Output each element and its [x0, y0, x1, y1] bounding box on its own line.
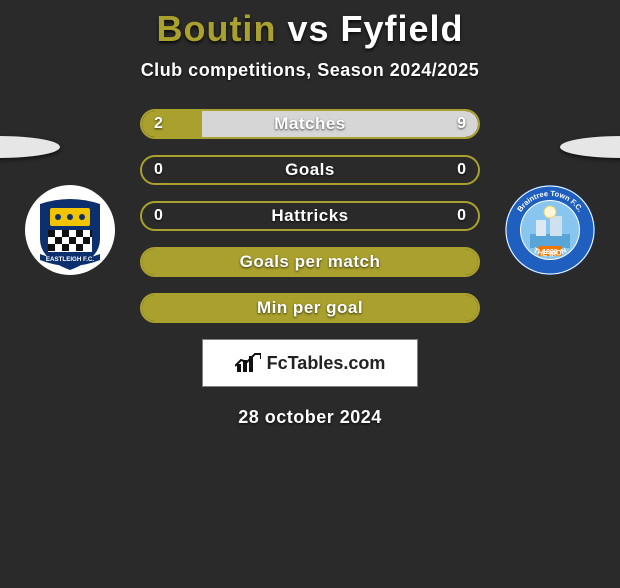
brand-chart-icon	[235, 352, 261, 374]
stat-row: Min per goal	[140, 293, 480, 323]
date-label: 28 october 2024	[0, 407, 620, 428]
title-vs: vs	[287, 8, 329, 49]
stat-label: Goals	[142, 157, 478, 183]
stat-bars: 29Matches 00Goals 00Hattricks Goals per mat…	[140, 109, 480, 323]
stat-label: Hattricks	[142, 203, 478, 229]
brand-text: FcTables.com	[267, 353, 386, 374]
stat-row: 29Matches	[140, 109, 480, 139]
stat-row: 00Goals	[140, 155, 480, 185]
stat-label: Goals per match	[142, 249, 478, 275]
stat-label: Matches	[142, 111, 478, 137]
page-title: Boutin vs Fyfield	[0, 8, 620, 50]
stat-label: Min per goal	[142, 295, 478, 321]
title-player1: Boutin	[156, 8, 276, 49]
stat-row: 00Hattricks	[140, 201, 480, 231]
stat-row: Goals per match	[140, 247, 480, 277]
brand-badge: FcTables.com	[202, 339, 418, 387]
subtitle: Club competitions, Season 2024/2025	[0, 60, 620, 81]
title-player2: Fyfield	[341, 8, 464, 49]
